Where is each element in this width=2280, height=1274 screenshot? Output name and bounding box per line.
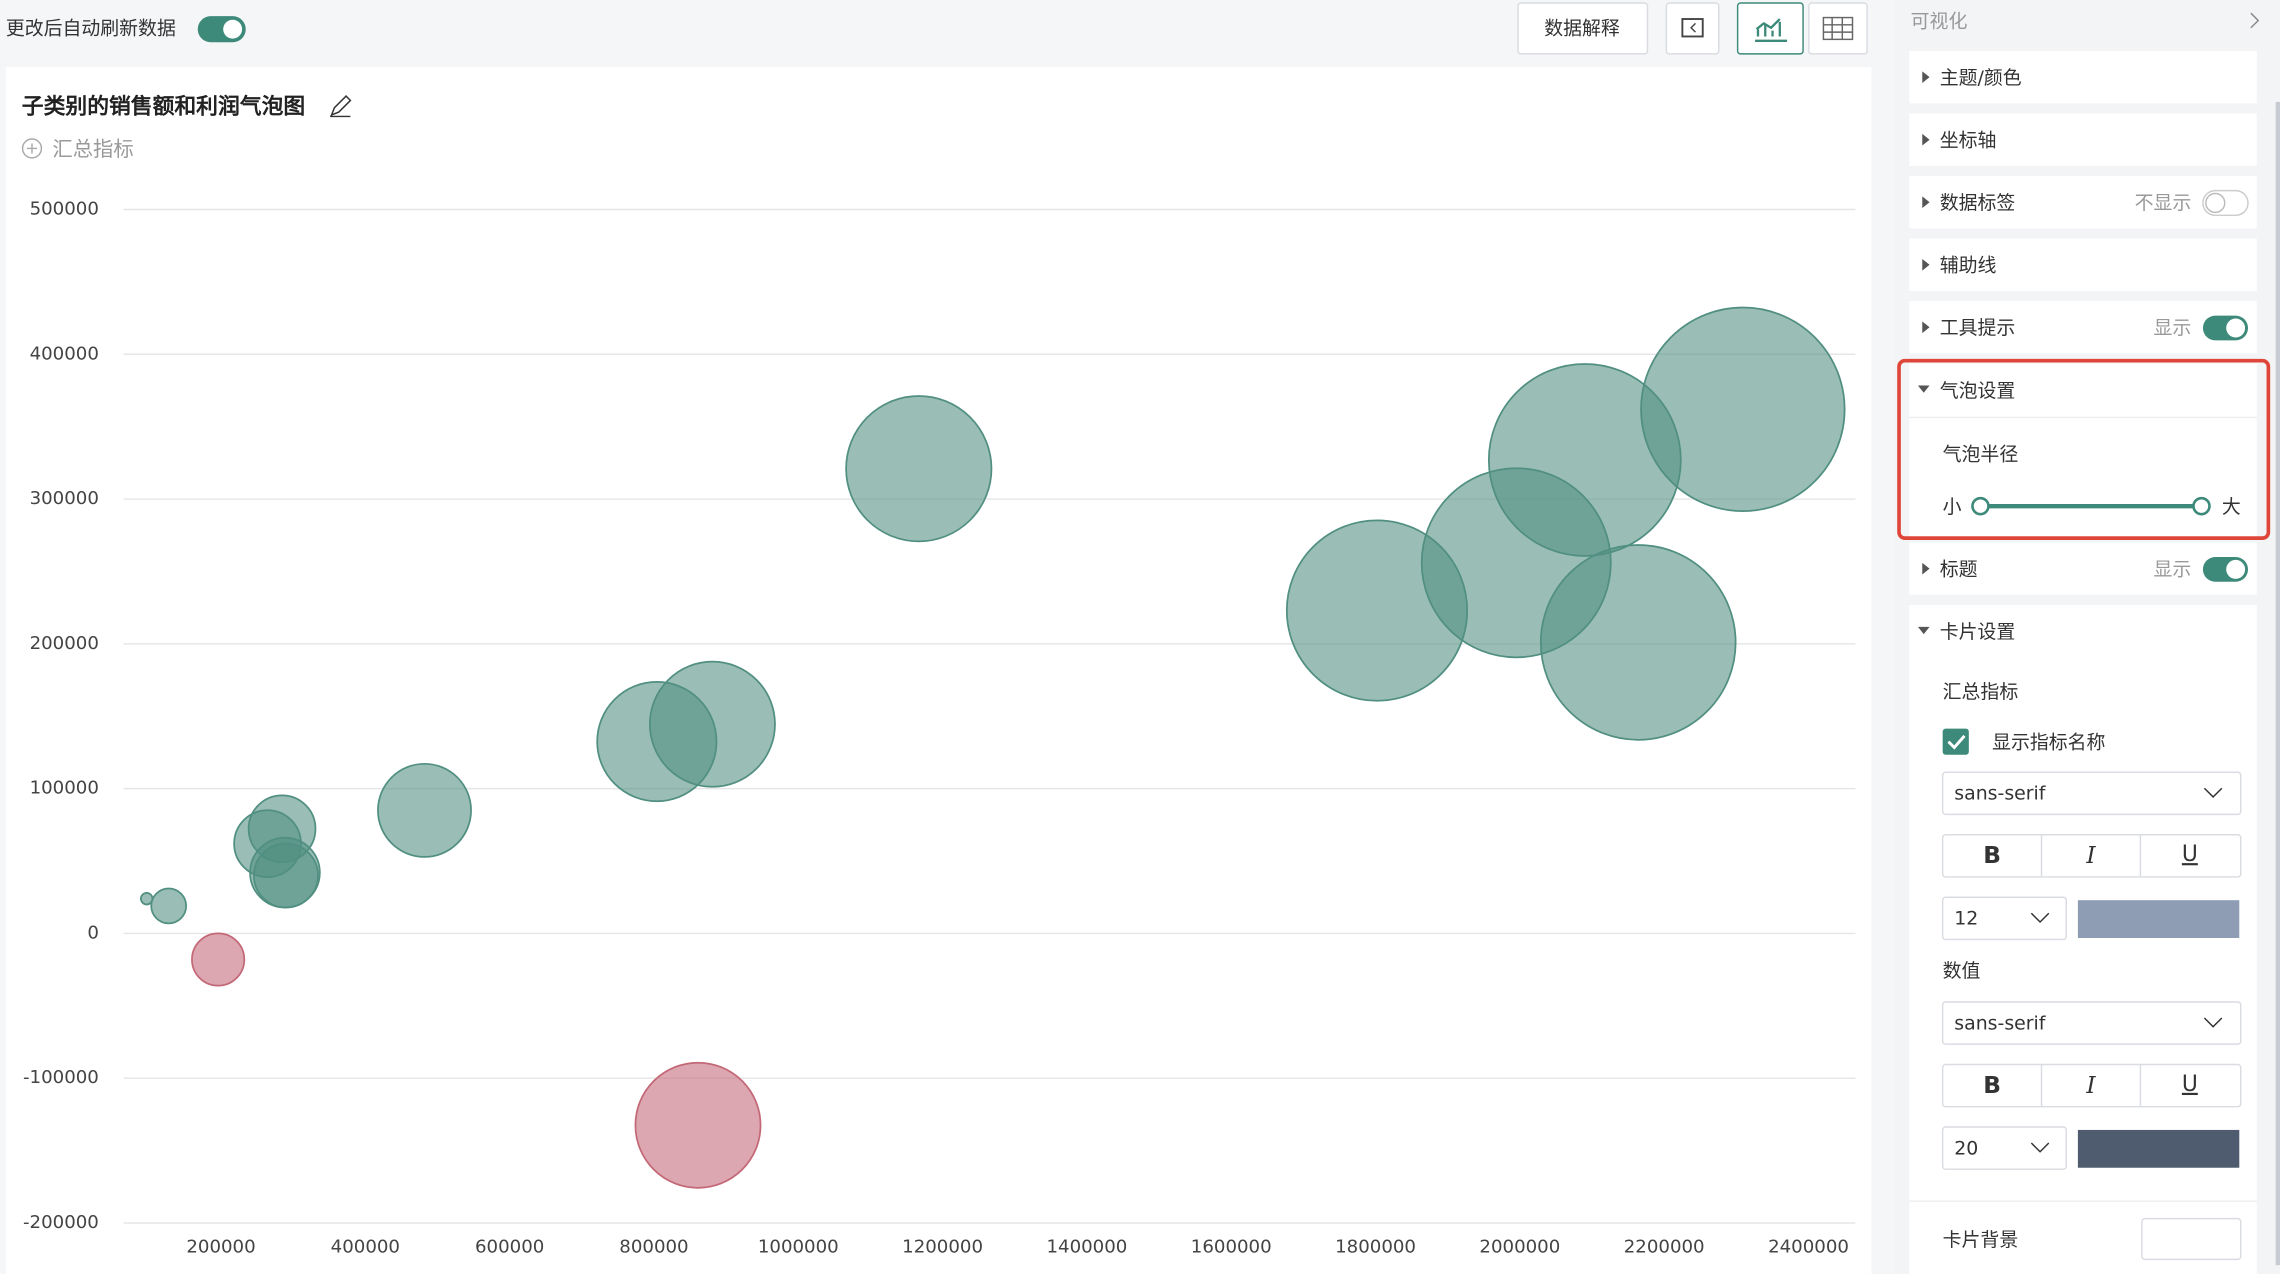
highlight-box <box>1897 358 2271 540</box>
x-tick-label: 2200000 <box>1624 1237 1705 1258</box>
title-row[interactable]: 标题 显示 <box>1909 542 2257 595</box>
x-tick-label: 2000000 <box>1479 1237 1560 1258</box>
collapse-icon[interactable] <box>2250 12 2260 29</box>
bubble <box>150 887 188 925</box>
color-swatch[interactable] <box>2141 1217 2242 1261</box>
row-state: 显示 <box>2154 317 2192 339</box>
auto-refresh-toggle[interactable] <box>197 16 246 43</box>
bubble <box>253 842 319 909</box>
field-label: 气泡半径 <box>1943 444 2019 466</box>
card-section: 卡片设置 汇总指标 显示指标名称 sans-serif B I U 12 数值 … <box>1909 605 2257 1274</box>
select-value: sans-serif <box>1954 1012 2047 1034</box>
size-select[interactable]: 12 <box>1941 896 2067 941</box>
y-tick-label: 500000 <box>30 199 99 220</box>
field-label: 汇总指标 <box>1943 681 2019 703</box>
radius-slider[interactable] <box>1971 496 2211 516</box>
fullscreen-button[interactable] <box>1665 2 1720 55</box>
field-label: 卡片背景 <box>1943 1229 2019 1251</box>
edit-icon[interactable] <box>330 95 352 118</box>
explain-button-label: 数据解释 <box>1544 18 1620 40</box>
row-label: 工具提示 <box>1940 317 2016 339</box>
bubble-section: 气泡设置 气泡半径 小 大 <box>1909 363 2257 539</box>
x-tick-label: 1600000 <box>1191 1237 1272 1258</box>
axis-row[interactable]: 坐标轴 <box>1909 113 2257 166</box>
data-label-row[interactable]: 数据标签 不显示 <box>1909 176 2257 229</box>
y-tick-label: 0 <box>87 922 99 943</box>
slider-min: 小 <box>1943 496 1962 518</box>
row-label: 辅助线 <box>1940 255 1997 277</box>
bubble <box>634 1061 762 1189</box>
show-name-checkbox[interactable] <box>1942 728 1969 755</box>
italic-button[interactable]: I <box>2085 842 2096 869</box>
row-label: 坐标轴 <box>1940 130 1997 152</box>
select-value: 12 <box>1954 908 1978 930</box>
row-state: 显示 <box>2154 559 2192 581</box>
bubble <box>845 395 993 543</box>
checkbox-label: 显示指标名称 <box>1992 732 2105 754</box>
color-swatch[interactable] <box>2077 900 2240 938</box>
bold-button[interactable]: B <box>1983 1072 2001 1099</box>
x-tick-label: 1400000 <box>1046 1237 1127 1258</box>
bubble <box>1640 306 1846 512</box>
font-select[interactable]: sans-serif <box>1941 1001 2242 1045</box>
row-state: 不显示 <box>2135 192 2192 214</box>
style-buttons[interactable]: B I U <box>1941 834 2242 878</box>
explain-button[interactable] <box>1517 2 1649 55</box>
select-value: sans-serif <box>1954 783 2047 805</box>
auto-refresh-label: 更改后自动刷新数据 <box>6 18 176 40</box>
x-tick-label: 600000 <box>475 1237 544 1258</box>
row-label: 数据标签 <box>1940 192 2016 214</box>
y-tick-label: 100000 <box>30 778 99 799</box>
guide-line-row[interactable]: 辅助线 <box>1909 238 2257 291</box>
x-tick-label: 800000 <box>619 1237 688 1258</box>
chart-view-button[interactable] <box>1736 2 1804 55</box>
chart-title: 子类别的销售额和利润气泡图 <box>22 94 305 120</box>
add-summary-label: 汇总指标 <box>52 137 133 161</box>
table-view-button[interactable] <box>1808 2 1868 55</box>
x-tick-label: 1000000 <box>758 1237 839 1258</box>
x-tick-label: 200000 <box>186 1237 255 1258</box>
select-value: 20 <box>1954 1137 1978 1159</box>
row-label: 卡片设置 <box>1940 621 2016 643</box>
x-tick-label: 400000 <box>331 1237 400 1258</box>
size-select[interactable]: 20 <box>1941 1126 2067 1170</box>
plot: -200000 -100000 0 100000 200000 300000 400000 5… <box>23 199 1856 1258</box>
italic-button[interactable]: I <box>2085 1072 2096 1099</box>
y-tick-label: -200000 <box>23 1212 99 1233</box>
bubble <box>191 932 246 987</box>
font-select[interactable]: sans-serif <box>1941 771 2242 816</box>
bubble <box>1539 544 1737 741</box>
underline-button[interactable]: U <box>2182 842 2198 867</box>
row-label: 气泡设置 <box>1940 380 2016 402</box>
x-tick-label: 2400000 <box>1768 1237 1849 1258</box>
x-tick-label: 1800000 <box>1335 1237 1416 1258</box>
panel-title: 可视化 <box>1911 10 1968 32</box>
scrollbar <box>2275 101 2280 1266</box>
tooltip-row[interactable]: 工具提示 显示 <box>1909 301 2257 354</box>
row-label: 标题 <box>1940 559 1978 581</box>
field-label: 数值 <box>1943 960 1981 982</box>
x-tick-label: 1200000 <box>902 1237 983 1258</box>
bubble <box>648 660 776 788</box>
theme-row[interactable]: 主题/颜色 <box>1909 51 2257 104</box>
add-summary[interactable]: 汇总指标 <box>21 137 134 161</box>
underline-button[interactable]: U <box>2182 1072 2198 1097</box>
bold-button[interactable]: B <box>1983 842 2001 869</box>
y-tick-label: 200000 <box>30 633 99 654</box>
y-tick-label: -100000 <box>23 1067 99 1088</box>
slider-max: 大 <box>2222 496 2241 518</box>
y-tick-label: 300000 <box>30 488 99 509</box>
row-label: 主题/颜色 <box>1940 67 2022 89</box>
bubble <box>377 762 472 858</box>
y-tick-label: 400000 <box>30 343 99 364</box>
color-swatch[interactable] <box>2077 1129 2240 1168</box>
style-buttons[interactable]: B I U <box>1941 1063 2242 1108</box>
